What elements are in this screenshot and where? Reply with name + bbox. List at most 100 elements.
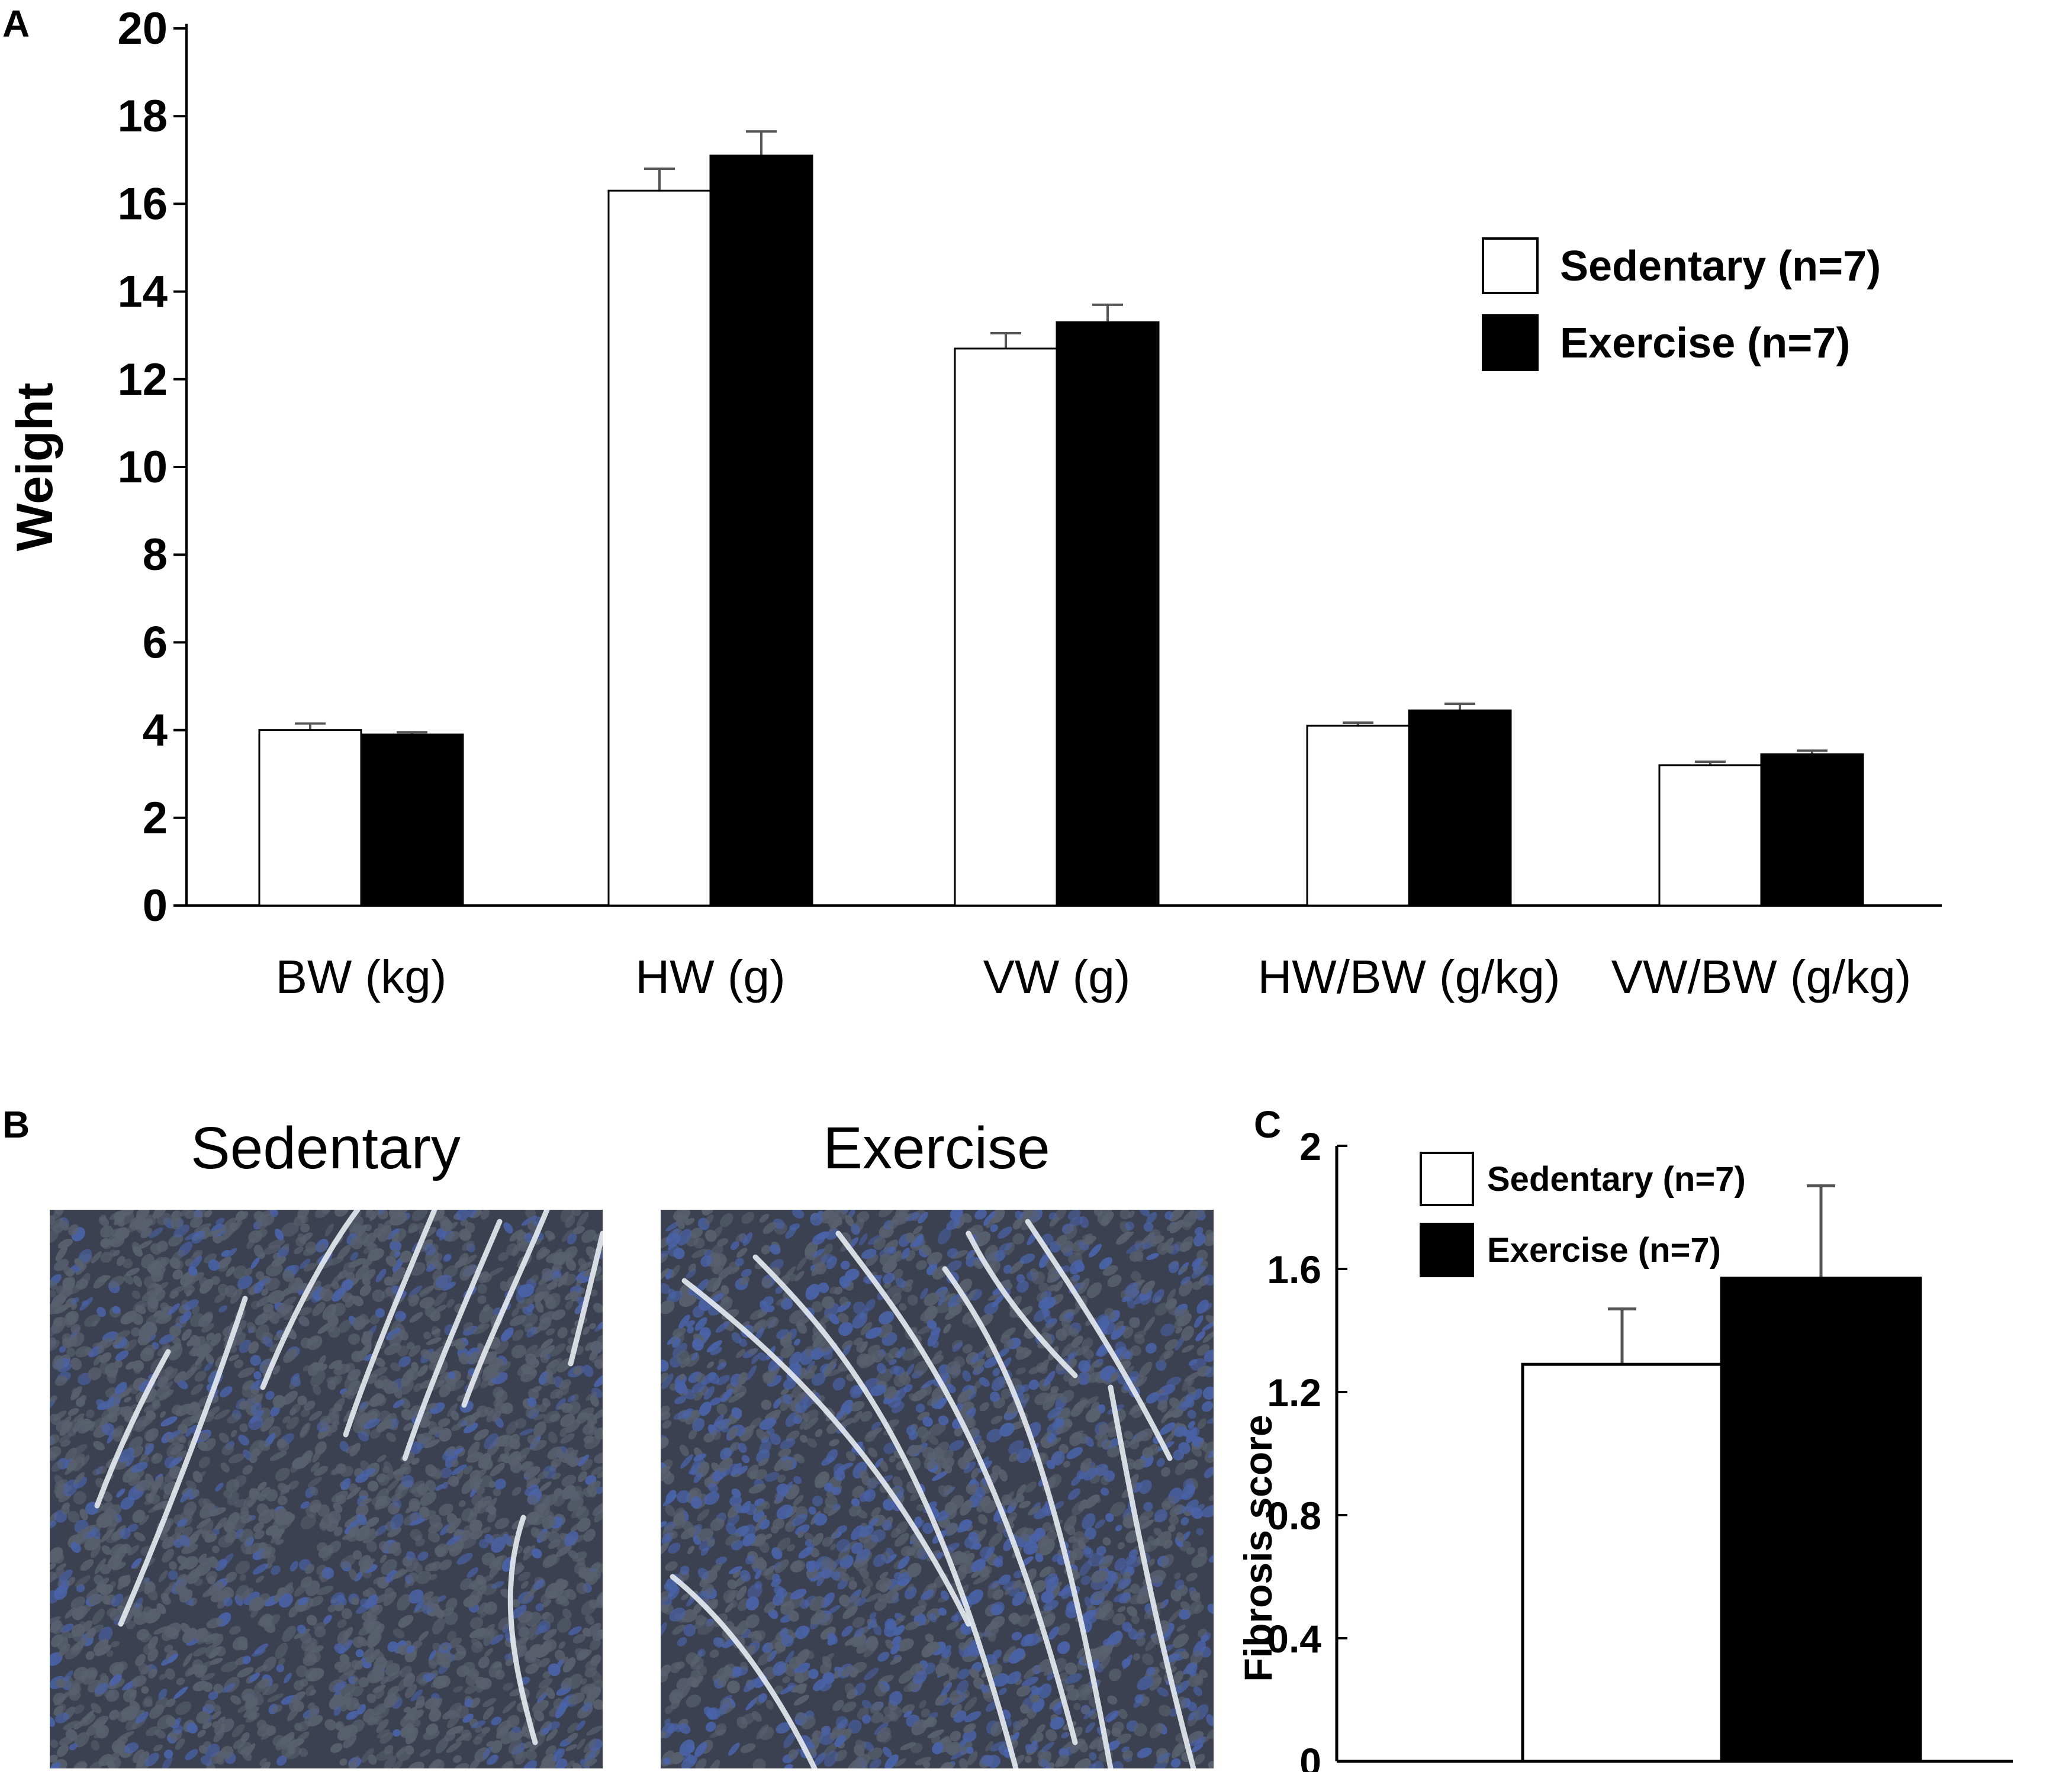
- myocyte-cell: [370, 1605, 379, 1612]
- myocyte-cell: [67, 1510, 80, 1523]
- myocyte-cell: [237, 1367, 255, 1378]
- myocyte-cell: [110, 1641, 120, 1648]
- myocyte-cell: [162, 1756, 173, 1768]
- myocyte-cell: [1072, 1500, 1086, 1516]
- myocyte-cell: [542, 1515, 555, 1529]
- myocyte-cell: [429, 1574, 437, 1580]
- myocyte-cell: [1134, 1291, 1148, 1305]
- myocyte-cell: [1053, 1210, 1066, 1222]
- myocyte-cell: [882, 1747, 892, 1758]
- bar-exercise-n-7-hw-bw-g-kg: [1408, 709, 1512, 907]
- myocyte-cell: [555, 1590, 570, 1605]
- myocyte-cell: [595, 1274, 603, 1281]
- myocyte-cell: [204, 1699, 215, 1711]
- myocyte-cell: [100, 1225, 114, 1238]
- myocyte-cell: [537, 1471, 549, 1480]
- myocyte-cell: [1028, 1379, 1040, 1390]
- myocyte-cell: [446, 1299, 455, 1308]
- myocyte-cell: [494, 1478, 506, 1490]
- myocyte-cell: [697, 1509, 710, 1522]
- myocyte-cell: [189, 1216, 203, 1228]
- myocyte-cell: [383, 1461, 393, 1473]
- bar-exercise-n-7-bw-kg: [360, 733, 464, 907]
- myocyte-cell: [1160, 1323, 1175, 1336]
- myocyte-cell: [661, 1521, 667, 1529]
- myocyte-cell: [294, 1723, 303, 1731]
- myocyte-cell: [812, 1248, 825, 1258]
- myocyte-cell: [312, 1449, 322, 1463]
- myocyte-cell: [144, 1752, 159, 1767]
- myocyte-cell: [893, 1625, 905, 1636]
- myocyte-cell: [767, 1375, 782, 1387]
- myocyte-cell: [502, 1700, 517, 1714]
- myocyte-cell: [173, 1686, 188, 1699]
- myocyte-cell: [717, 1362, 727, 1370]
- myocyte-cell: [565, 1258, 577, 1271]
- myocyte-cell: [63, 1266, 72, 1275]
- myocyte-cell: [557, 1403, 570, 1410]
- myocyte-cell: [445, 1222, 458, 1232]
- myocyte-cell: [852, 1301, 866, 1314]
- myocyte-cell: [661, 1622, 667, 1639]
- myocyte-cell: [322, 1548, 333, 1561]
- myocyte-cell: [158, 1689, 168, 1700]
- myocyte-cell: [1163, 1496, 1176, 1509]
- myocyte-cell: [437, 1417, 451, 1428]
- myocyte-cell: [478, 1539, 489, 1549]
- myocyte-cell: [697, 1528, 714, 1542]
- myocyte-cell: [423, 1436, 436, 1449]
- myocyte-cell: [444, 1732, 456, 1742]
- myocyte-cell: [358, 1431, 369, 1442]
- myocyte-cell: [175, 1578, 188, 1592]
- myocyte-cell: [1021, 1556, 1034, 1566]
- myocyte-cell: [487, 1267, 504, 1277]
- myocyte-cell: [927, 1330, 940, 1347]
- myocyte-cell: [227, 1413, 240, 1424]
- myocyte-cell: [135, 1711, 149, 1724]
- myocyte-cell: [102, 1594, 111, 1605]
- myocyte-cell: [374, 1651, 385, 1663]
- myocyte-cell: [756, 1429, 766, 1441]
- myocyte-cell: [372, 1289, 385, 1302]
- myocyte-cell: [829, 1728, 842, 1740]
- myocyte-cell: [539, 1345, 555, 1358]
- myocyte-cell: [272, 1395, 286, 1409]
- myocyte-cell: [284, 1673, 292, 1684]
- myocyte-cell: [356, 1525, 371, 1542]
- myocyte-cell: [720, 1285, 729, 1295]
- myocyte-cell: [352, 1636, 364, 1648]
- myocyte-cell: [160, 1306, 173, 1320]
- myocyte-cell: [85, 1651, 95, 1660]
- myocyte-cell: [378, 1541, 389, 1551]
- myocyte-cell: [774, 1559, 789, 1573]
- myocyte-cell: [1196, 1249, 1208, 1261]
- myocyte-cell: [409, 1312, 423, 1323]
- myocyte-cell: [923, 1315, 931, 1323]
- myocyte-cell: [1095, 1432, 1103, 1441]
- myocyte-cell: [957, 1668, 970, 1680]
- myocyte-cell: [304, 1564, 315, 1574]
- myocyte-cell: [255, 1217, 268, 1230]
- myocyte-cell: [245, 1267, 253, 1276]
- myocyte-cell: [672, 1338, 681, 1348]
- myocyte-cell: [56, 1563, 67, 1571]
- myocyte-cell: [1184, 1459, 1198, 1470]
- myocyte-cell: [324, 1223, 334, 1237]
- myocyte-cell: [725, 1590, 736, 1604]
- myocyte-cell: [716, 1375, 731, 1386]
- myocyte-cell: [870, 1758, 881, 1768]
- myocyte-cell: [408, 1761, 424, 1768]
- myocyte-cell: [552, 1309, 566, 1320]
- myocyte-cell: [334, 1643, 346, 1654]
- myocyte-cell: [472, 1736, 482, 1745]
- myocyte-cell: [168, 1429, 181, 1440]
- myocyte-cell: [355, 1649, 364, 1658]
- myocyte-cell: [99, 1362, 111, 1375]
- myocyte-cell: [458, 1500, 466, 1507]
- myocyte-cell: [352, 1550, 362, 1560]
- myocyte-cell: [586, 1413, 597, 1425]
- myocyte-cell: [591, 1466, 603, 1475]
- myocyte-cell: [895, 1278, 906, 1288]
- myocyte-cell: [1038, 1683, 1052, 1699]
- myocyte-cell: [285, 1747, 302, 1760]
